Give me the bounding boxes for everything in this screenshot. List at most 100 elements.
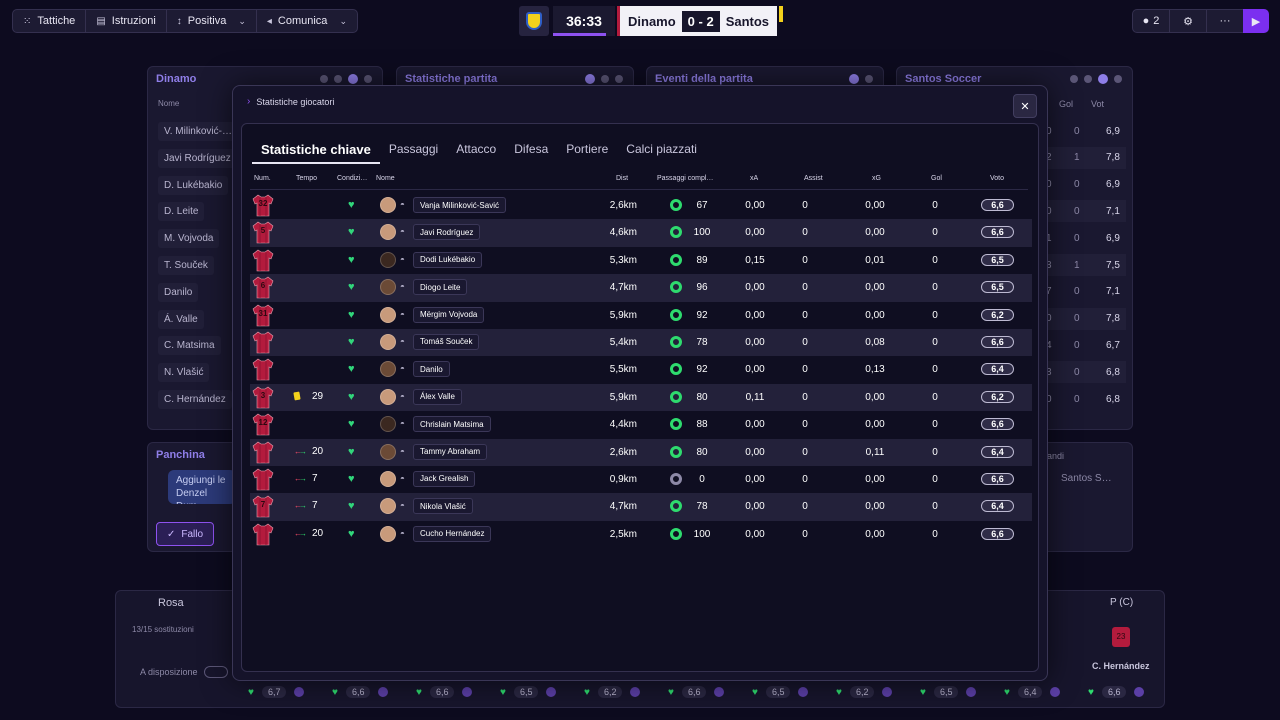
col-time[interactable]: Tempo: [296, 175, 318, 182]
player-name[interactable]: Javi Rodríguez: [413, 224, 481, 241]
home-player-name[interactable]: T. Souček: [158, 256, 214, 275]
col-voto[interactable]: Voto: [990, 175, 1005, 182]
foul-button[interactable]: ✓ Fallo: [156, 522, 214, 546]
table-row[interactable]: ←→ 20 ♥ ◓ Tammy Abraham 2,6km 80 0,00 0 0,11 0 6,4: [250, 438, 1032, 466]
away-stat-c: 7,1: [1106, 205, 1120, 217]
close-button[interactable]: ✕: [1013, 94, 1037, 118]
table-row[interactable]: 12 ♥ ◓ Chrislain Matsima 4,4km 88 0,00 0 0,00 0 6,…: [250, 411, 1032, 438]
rating-badge: 6,6: [981, 472, 1014, 485]
table-row[interactable]: ←→ 20 ♥ ◓ Cucho Hernández 2,5km 100 0,00 0 0,00 0 6…: [250, 521, 1032, 548]
home-player-name[interactable]: Danilo: [158, 282, 199, 302]
panel-dots[interactable]: [849, 74, 873, 84]
player-name[interactable]: Tammy Abraham: [413, 443, 488, 460]
xa-value: 0,00: [745, 419, 765, 431]
col-num[interactable]: Num.: [254, 175, 271, 182]
pass-completion: 89: [696, 254, 708, 266]
player-name[interactable]: Vanja Milinković-Savić: [413, 197, 506, 213]
col-name[interactable]: Nome: [376, 175, 395, 182]
tab-statistiche-chiave[interactable]: Statistiche chiave: [252, 136, 380, 164]
person-icon: ◓: [400, 309, 405, 319]
stats-table-panel: Statistiche chiave Passaggi Attacco Difesa P…: [241, 123, 1039, 672]
player-name[interactable]: Nikola Vlašić: [413, 498, 473, 515]
tab-difesa[interactable]: Difesa: [514, 142, 549, 156]
home-player-name[interactable]: N. Vlašić: [158, 363, 210, 383]
player-name[interactable]: Cucho Hernández: [413, 525, 492, 542]
col-xg[interactable]: xG: [872, 175, 881, 182]
avatar: [380, 388, 396, 405]
rating-strip-cell: ♥ 6,2: [576, 682, 660, 702]
col-cond[interactable]: Condizi…: [337, 175, 368, 182]
pass-completion: 92: [696, 309, 708, 321]
pass-completion: 80: [696, 391, 708, 403]
heart-icon: ♥: [920, 686, 926, 698]
away-stat-c: 6,9: [1106, 125, 1120, 137]
col-passes[interactable]: Passaggi compl…: [657, 175, 714, 182]
assist-value: 0: [802, 309, 808, 321]
available-toggle[interactable]: [204, 666, 228, 678]
rating-strip-cell: ♥ 6,5: [744, 682, 828, 702]
home-player-name[interactable]: D. Lukébakio: [158, 175, 229, 195]
player-name[interactable]: Danilo: [413, 361, 450, 378]
table-row[interactable]: ♥ ◓ Dodi Lukébakio 5,3km 89 0,15 0 0,01 0 6,5: [250, 247, 1032, 274]
tab-passaggi[interactable]: Passaggi: [388, 142, 439, 156]
away-stat-b: 0: [1074, 205, 1080, 217]
score: 0 - 2: [681, 10, 720, 32]
home-player-name[interactable]: M. Vojvoda: [158, 229, 220, 249]
home-player-name[interactable]: C. Hernández: [158, 390, 232, 409]
player-name[interactable]: Dodi Lukébakio: [413, 251, 483, 268]
col-xa[interactable]: xA: [750, 175, 759, 182]
play-button[interactable]: ▶: [1243, 9, 1269, 33]
rating-value: 6,6: [1101, 686, 1127, 698]
table-row[interactable]: 31 ♥ ◓ Mërgim Vojvoda 5,9km 92 0,00 0 0,00 0 6,2: [250, 302, 1032, 329]
table-row[interactable]: 32 ♥ ◓ Vanja Milinković-Savić 2,6km 67 0,00 0 0,…: [250, 192, 1032, 219]
substitution-icon: ←→: [294, 473, 307, 483]
table-row[interactable]: ♥ ◓ Danilo 5,5km 92 0,00 0 0,13 0 6,4: [250, 356, 1032, 383]
panel-dots[interactable]: [1070, 74, 1122, 84]
toolbar-button-positiva[interactable]: ↕ Positiva ⌄: [165, 9, 257, 33]
tab-attacco[interactable]: Attacco: [456, 142, 497, 156]
users-button[interactable]: ● 2: [1132, 9, 1170, 33]
player-name[interactable]: Diogo Leite: [413, 279, 468, 296]
home-player-name[interactable]: C. Matsima: [158, 336, 221, 356]
pass-ring-icon: [670, 308, 682, 321]
stats-tabs: Statistiche chiave Passaggi Attacco Difesa P…: [252, 136, 706, 164]
col-dist[interactable]: Dist: [616, 175, 629, 182]
rating-badge: 6,6: [981, 226, 1014, 239]
home-player-name[interactable]: Á. Valle: [158, 309, 204, 329]
xa-value: 0,00: [745, 446, 765, 458]
table-row[interactable]: 6 ♥ ◓ Diogo Leite 4,7km 96 0,00 0 0,00 0 6,5: [250, 274, 1032, 302]
distance: 4,7km: [609, 501, 637, 513]
panel-title: Dinamo: [156, 73, 197, 85]
player-name[interactable]: Mërgim Vojvoda: [413, 306, 485, 323]
table-row[interactable]: ←→ 7 ♥ ◓ Jack Grealish 0,9km 0 0,00 0 0,00 0 6,6: [250, 466, 1032, 493]
megaphone-icon: ◂: [266, 15, 272, 27]
away-player-row: 3 1 7,5: [1040, 254, 1126, 276]
rating-badge: 6,4: [981, 445, 1014, 458]
player-name[interactable]: Álex Valle: [413, 388, 462, 405]
panel-dots[interactable]: [585, 74, 623, 84]
home-player-name[interactable]: D. Leite: [158, 202, 205, 222]
table-row[interactable]: 5 ♥ ◓ Javi Rodríguez 4,6km 100 0,00 0 0,00 0 6,6: [250, 219, 1032, 247]
goals-value: 0: [932, 309, 938, 321]
available-label: A disposizione: [140, 667, 198, 677]
player-name[interactable]: Jack Grealish: [413, 470, 476, 487]
player-name[interactable]: Chrislain Matsima: [413, 416, 491, 433]
goals-value: 0: [932, 364, 938, 376]
player-name[interactable]: Tomáš Souček: [413, 333, 480, 350]
toolbar-button-tattiche[interactable]: ⁙ Tattiche: [12, 9, 87, 33]
tab-portiere[interactable]: Portiere: [566, 142, 609, 156]
panel-dots[interactable]: [320, 74, 372, 84]
toolbar-button-istruzioni[interactable]: ▤ Istruzioni: [85, 9, 167, 33]
col-gol[interactable]: Gol: [931, 175, 942, 182]
more-button[interactable]: ···: [1206, 9, 1244, 33]
toolbar-button-comunica[interactable]: ◂ Comunica ⌄: [255, 9, 358, 33]
col-assist[interactable]: Assist: [804, 175, 823, 182]
home-player-name[interactable]: V. Milinković-…: [158, 122, 238, 141]
top-right-controls: ● 2 ⚙ ··· ▶: [1132, 9, 1269, 33]
tab-calci-piazzati[interactable]: Calci piazzati: [626, 142, 697, 156]
home-player-name[interactable]: Javi Rodríguez: [158, 148, 237, 168]
table-row[interactable]: 7 ←→ 7 ♥ ◓ Nikola Vlašić 4,7km 78 0,00 0 0,00 0 6,4: [250, 493, 1032, 521]
table-row[interactable]: 3 29 ♥ ◓ Álex Valle 5,9km 80 0,11 0 0,00 0 6,2: [250, 383, 1032, 412]
settings-button[interactable]: ⚙: [1169, 9, 1207, 33]
table-row[interactable]: ♥ ◓ Tomáš Souček 5,4km 78 0,00 0 0,08 0 6,6: [250, 328, 1032, 357]
